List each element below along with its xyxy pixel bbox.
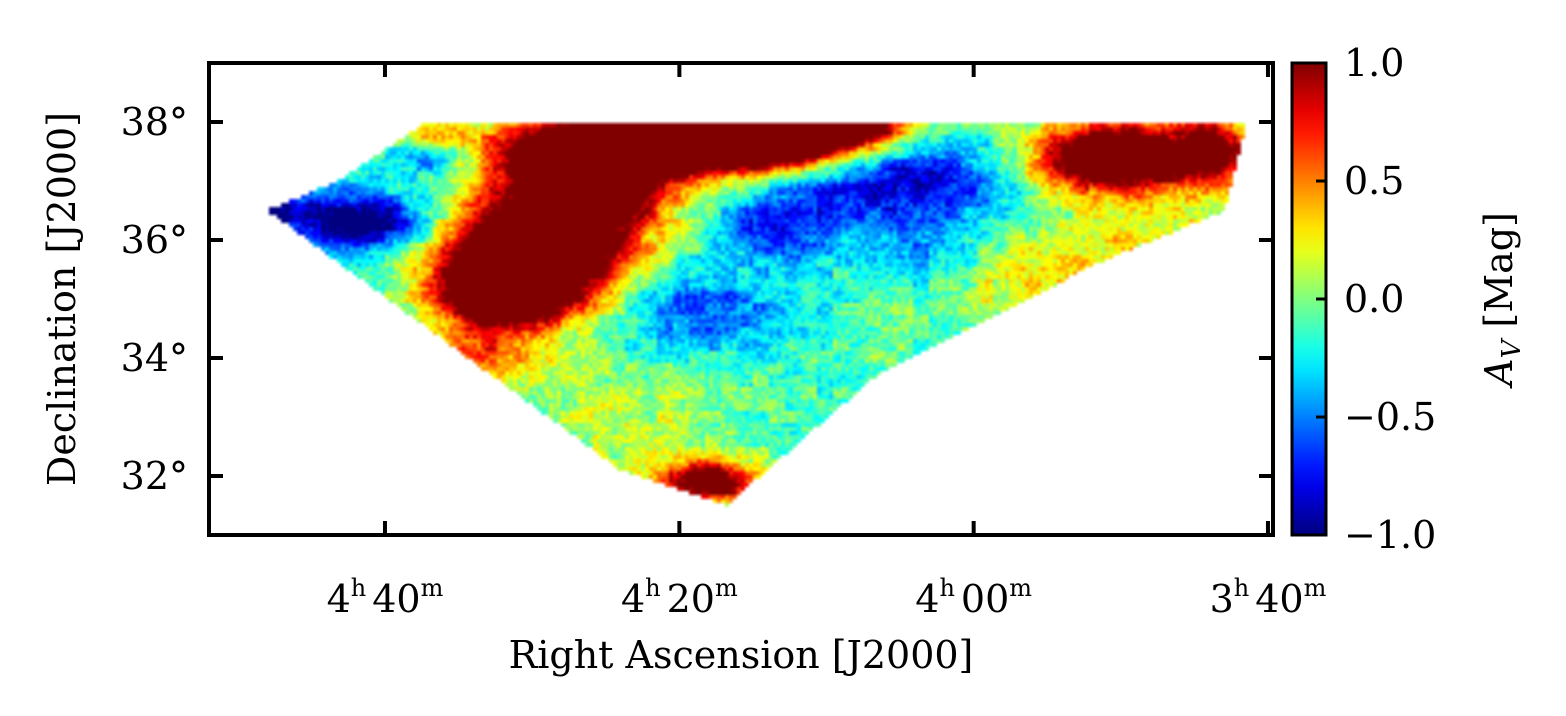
x-axis-label: Right Ascension [J2000] — [509, 633, 974, 677]
y-axis-label: Declination [J2000] — [40, 112, 84, 486]
y-tick-label: 36° — [121, 218, 188, 262]
plot-area: 4h 40m 4h 20m 4h 00m 3h 40m 38° 36° 34° 32° — [121, 61, 1327, 621]
x-tick-label: 4h 00m — [915, 574, 1032, 621]
y-tick-label: 38° — [121, 100, 188, 144]
colorbar-tick-label: −0.5 — [1344, 395, 1436, 439]
colorbar-label: AV [Mag] — [1477, 212, 1527, 389]
x-axis-ticks: 4h 40m 4h 20m 4h 00m 3h 40m — [327, 63, 1327, 621]
colorbar-ticks: 1.0 0.5 0.0 −0.5 −1.0 — [1316, 41, 1436, 557]
colorbar-tick-label: 1.0 — [1344, 41, 1404, 85]
colorbar: 1.0 0.5 0.0 −0.5 −1.0 AV [Mag] — [1290, 41, 1527, 557]
x-tick-label: 4h 40m — [327, 574, 444, 621]
x-tick-label: 3h 40m — [1210, 574, 1327, 621]
plot-frame — [207, 61, 1275, 537]
colorbar-tick-label: 0.0 — [1344, 277, 1404, 321]
y-tick-label: 32° — [121, 454, 188, 498]
y-tick-label: 34° — [121, 336, 188, 380]
x-tick-label: 4h 20m — [621, 574, 738, 621]
y-axis-ticks: 38° 36° 34° 32° — [121, 100, 1273, 498]
extinction-heatmap — [209, 63, 1273, 535]
colorbar-tick-label: −1.0 — [1344, 513, 1436, 557]
colorbar-tick-label: 0.5 — [1344, 159, 1404, 203]
